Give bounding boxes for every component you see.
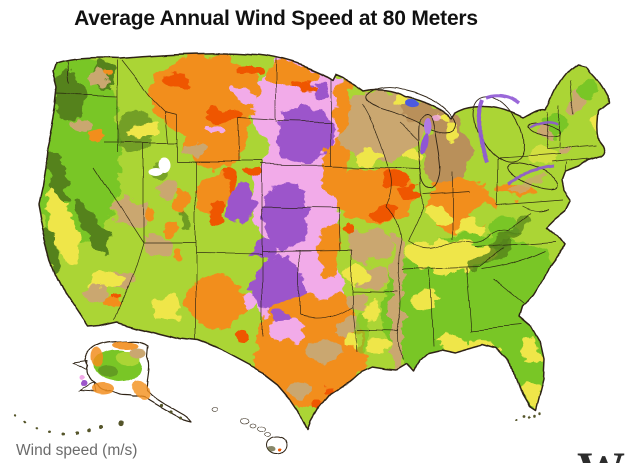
aleutian-islands xyxy=(14,403,182,436)
publisher-logo-partial: W xyxy=(577,451,629,463)
lake-ontario xyxy=(527,120,561,138)
logo-letter: W xyxy=(577,451,629,463)
lake-erie xyxy=(506,163,558,191)
legend-title: Wind speed (m/s) xyxy=(16,442,138,459)
lake-michigan xyxy=(417,114,441,189)
lake-huron xyxy=(474,94,524,164)
florida-keys xyxy=(515,413,540,421)
conus-land xyxy=(38,53,608,430)
hawaii-big-island xyxy=(266,434,288,454)
great-salt-lake xyxy=(148,157,170,176)
conus-coastline xyxy=(37,52,609,431)
figure-title: Average Annual Wind Speed at 80 Meters xyxy=(74,7,478,30)
lake-superior xyxy=(364,86,457,133)
hawaii-inset xyxy=(211,406,288,454)
puget-sound xyxy=(67,60,71,85)
state-borders xyxy=(56,57,598,361)
wind-speed-raster xyxy=(38,53,603,425)
alaska-inset xyxy=(14,340,192,436)
great-lakes xyxy=(364,86,561,191)
